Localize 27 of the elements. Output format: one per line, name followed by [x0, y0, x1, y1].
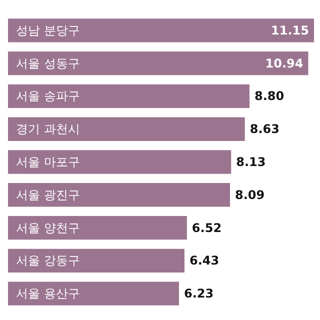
y-tick-label: 서울 강동구	[16, 254, 80, 268]
bar	[8, 18, 314, 42]
y-tick-label: 서울 용산구	[16, 286, 80, 301]
bar	[8, 51, 308, 76]
y-tick-label: 서울 마포구	[16, 155, 80, 169]
y-tick-label: 서울 성동구	[16, 56, 80, 70]
y-tick-label: 서울 양천구	[16, 220, 80, 235]
bar	[8, 117, 245, 141]
data-label: 11.15	[271, 23, 309, 38]
bar	[8, 150, 232, 174]
data-label: 8.80	[254, 89, 284, 104]
bar	[8, 248, 184, 273]
data-label: 10.94	[265, 56, 304, 70]
data-label: 8.63	[250, 122, 280, 136]
y-tick-label: 서울 송파구	[16, 89, 80, 104]
y-tick-label: 경기 과천시	[16, 122, 80, 136]
data-label: 8.09	[235, 188, 265, 202]
data-label: 6.52	[192, 220, 222, 235]
bar	[8, 216, 187, 240]
y-tick-label: 성남 분당구	[16, 23, 80, 38]
data-label: 6.43	[189, 254, 220, 268]
data-label: 6.23	[184, 286, 214, 301]
y-tick-label: 서울 광진구	[16, 188, 80, 202]
bar	[8, 183, 230, 207]
data-label: 8.13	[236, 155, 266, 169]
bar	[8, 282, 179, 306]
bar	[8, 84, 250, 108]
